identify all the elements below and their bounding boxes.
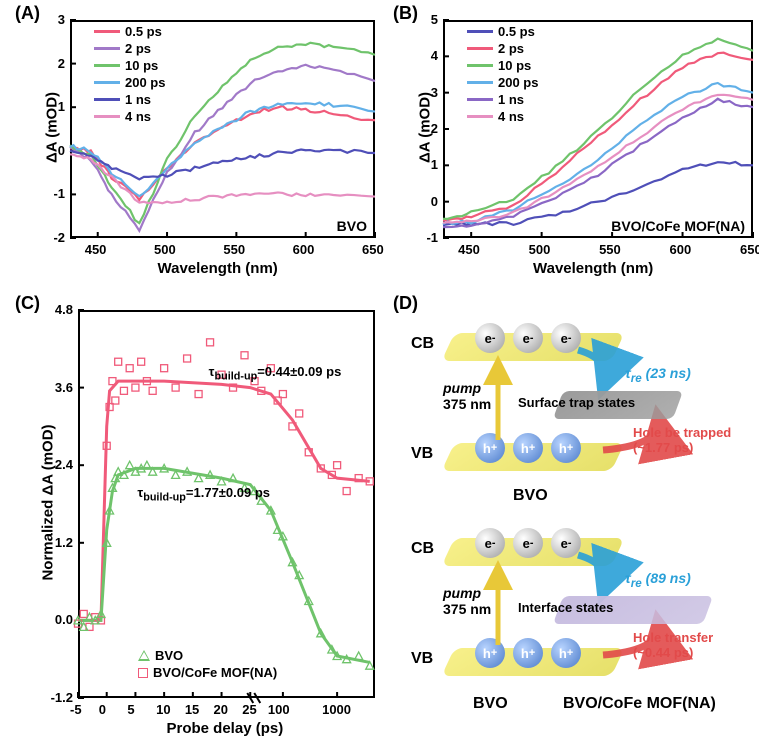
panel-c: (C) Normalized ΔA (mOD) Probe delay (ps)…: [10, 295, 380, 740]
panel-c-label: (C): [15, 293, 40, 314]
chart-a-xlabel: Wavelength (nm): [158, 260, 278, 277]
chart-b-xlabel: Wavelength (nm): [533, 260, 653, 277]
panel-d: (D) CBVBe-e-e-h+h+h+pump375 nmSurface tr…: [388, 295, 758, 740]
chart-b-legend: 0.5 ps2 ps10 ps200 ps1 ns4 ns: [467, 24, 538, 126]
chart-b-sample: BVO/CoFe MOF(NA): [611, 218, 745, 234]
panel-b: (B) ΔA (mOD) Wavelength (nm) 0.5 ps2 ps1…: [388, 5, 758, 275]
chart-a-legend: 0.5 ps2 ps10 ps200 ps1 ns4 ns: [94, 24, 165, 126]
chart-a-sample: BVO: [337, 218, 367, 234]
panel-d-label: (D): [393, 293, 418, 314]
chart-c-ylabel: Normalized ΔA (mOD): [40, 413, 57, 593]
chart-c-xlabel: Probe delay (ps): [167, 720, 284, 737]
chart-c-legend: BVOBVO/CoFe MOF(NA): [138, 648, 277, 682]
panel-a-label: (A): [15, 3, 40, 24]
panel-b-label: (B): [393, 3, 418, 24]
panel-a: (A) ΔA (mOD) Wavelength (nm) 0.5 ps2 ps1…: [10, 5, 380, 275]
diagram-d: CBVBe-e-e-h+h+h+pump375 nmSurface trap s…: [403, 315, 753, 735]
